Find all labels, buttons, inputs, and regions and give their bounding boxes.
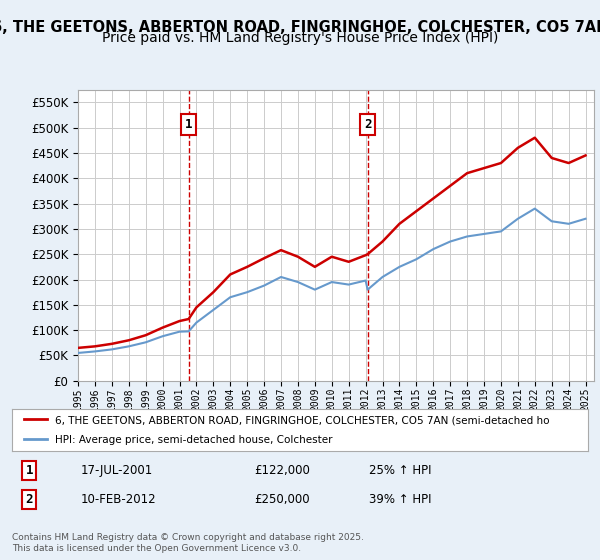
- Text: 10-FEB-2012: 10-FEB-2012: [81, 493, 157, 506]
- Text: 2: 2: [26, 493, 33, 506]
- Text: 6, THE GEETONS, ABBERTON ROAD, FINGRINGHOE, COLCHESTER, CO5 7AN: 6, THE GEETONS, ABBERTON ROAD, FINGRINGH…: [0, 20, 600, 35]
- Text: Contains HM Land Registry data © Crown copyright and database right 2025.
This d: Contains HM Land Registry data © Crown c…: [12, 533, 364, 553]
- Text: 17-JUL-2001: 17-JUL-2001: [81, 464, 154, 477]
- Text: 2: 2: [364, 118, 371, 131]
- Text: 6, THE GEETONS, ABBERTON ROAD, FINGRINGHOE, COLCHESTER, CO5 7AN (semi-detached h: 6, THE GEETONS, ABBERTON ROAD, FINGRINGH…: [55, 415, 550, 425]
- Text: HPI: Average price, semi-detached house, Colchester: HPI: Average price, semi-detached house,…: [55, 435, 332, 445]
- Text: 1: 1: [26, 464, 33, 477]
- Text: 39% ↑ HPI: 39% ↑ HPI: [369, 493, 431, 506]
- Text: Price paid vs. HM Land Registry's House Price Index (HPI): Price paid vs. HM Land Registry's House …: [102, 31, 498, 45]
- Text: 25% ↑ HPI: 25% ↑ HPI: [369, 464, 431, 477]
- Text: £250,000: £250,000: [254, 493, 310, 506]
- Text: £122,000: £122,000: [254, 464, 310, 477]
- Text: 1: 1: [185, 118, 193, 131]
